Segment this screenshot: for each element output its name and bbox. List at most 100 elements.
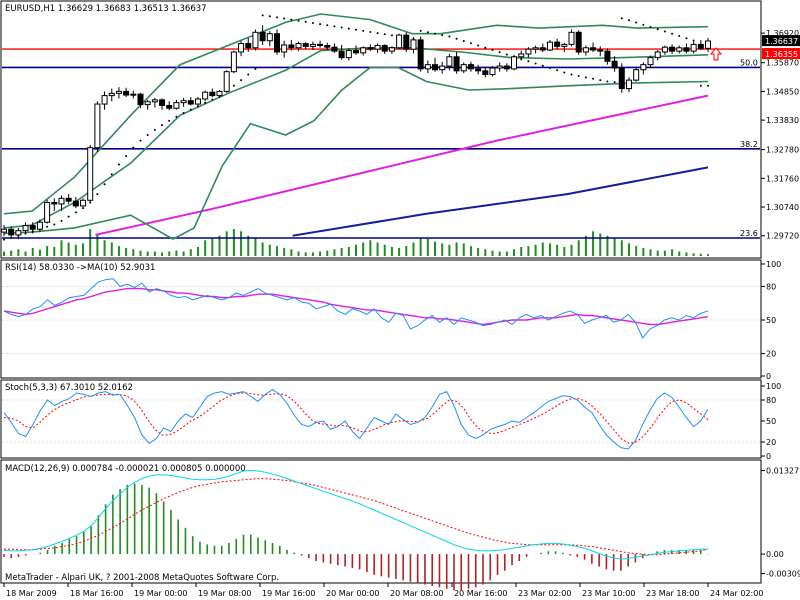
macd-plot (3, 469, 709, 591)
candle-bull (309, 43, 316, 47)
macd-panel-frame (0, 459, 762, 584)
macd-signal-line (4, 478, 709, 556)
candle-bear (331, 46, 338, 52)
rsi-panel[interactable]: RSI(14) 58.0330 ->MA(10) 52.9031 100 80 50… (0, 259, 781, 381)
psar-dot (74, 211, 77, 214)
stoch-panel-title: Stoch(5,3,3) 67.3010 52.0162 (5, 383, 133, 393)
psar-dot (656, 28, 659, 31)
candle-bear (604, 50, 611, 62)
psar-dot (96, 193, 99, 196)
macd-panel[interactable]: MACD(12,26,9) 0.000784 -0.000021 0.00080… (0, 459, 800, 591)
psar-dot (556, 69, 559, 72)
candle-bull (216, 90, 223, 97)
candle-bull (518, 53, 525, 58)
candle-bear (482, 70, 489, 75)
psar-dot (311, 22, 314, 25)
price-axis-tick-label: 1.36920 (766, 29, 799, 38)
psar-dot (426, 31, 429, 34)
psar-dot (527, 60, 530, 63)
fib-level-label: 50.0 (740, 58, 758, 67)
candle-bull (266, 33, 273, 42)
candle-bear (72, 200, 79, 207)
time-tick-label: 18 Mar 2009 (6, 589, 57, 598)
time-tick-label: 19 Mar 00:00 (134, 589, 187, 598)
candle-bull (230, 51, 237, 73)
candle-bull (223, 71, 230, 92)
psar-dot (46, 225, 49, 228)
psar-dot (240, 79, 243, 82)
macd-axis-tick-label: 0.00 (766, 550, 784, 559)
psar-dot (333, 25, 336, 28)
bb-lower-line (3, 66, 709, 241)
candle-bear (597, 49, 604, 52)
psar-dot (505, 53, 508, 56)
candle-bear (539, 47, 546, 51)
candle-bull (15, 230, 22, 236)
psar-dot (642, 23, 645, 26)
psar-dot (268, 15, 271, 18)
psar-dot (678, 34, 681, 37)
candle-bear (137, 93, 144, 106)
time-tick-label: 23 Mar 02:00 (518, 589, 571, 598)
psar-dot (275, 16, 278, 19)
candle-bull (546, 41, 553, 51)
candle-bull (396, 34, 403, 49)
psar-dot (110, 173, 113, 176)
rsi-ma-line (3, 287, 709, 326)
stoch-axis-tick-label: 100 (766, 382, 781, 391)
copyright-text: MetaTrader - Alpari UK, ? 2001-2008 Meta… (5, 573, 279, 583)
candle-bull (532, 47, 539, 50)
psar-dot (132, 146, 135, 149)
price-panel[interactable]: EURUSD,H1 1.36629 1.36683 1.36513 1.3663… (0, 0, 800, 259)
candle-bull (460, 64, 467, 72)
candle-bear (403, 34, 410, 50)
candle-bull (281, 44, 288, 53)
psar-dot (685, 37, 688, 40)
rsi-axis-tick-label: 50 (766, 316, 776, 325)
psar-dot (211, 98, 214, 101)
psar-dot (182, 112, 185, 115)
candle-bull (108, 92, 115, 97)
psar-dot (67, 215, 70, 218)
candle-bull (446, 56, 453, 67)
psar-dot (620, 17, 623, 20)
stoch-panel[interactable]: Stoch(5,3,3) 67.3010 52.0162 100 80 50 20 0 (0, 379, 781, 461)
time-axis: 18 Mar 2009 18 Mar 16:00 19 Mar 00:00 19 Ma… (3, 583, 763, 598)
psar-dot (139, 139, 142, 142)
psar-dot (484, 46, 487, 49)
candle-bull (654, 51, 661, 59)
candle-bull (36, 221, 43, 230)
time-tick-label: 23 Mar 10:00 (582, 589, 635, 598)
rsi-axis-tick-label: 100 (766, 260, 781, 269)
stoch-main-line (3, 388, 709, 450)
candle-bull (496, 65, 503, 69)
psar-dot (448, 35, 451, 38)
current-price-box (762, 35, 800, 47)
macd-axis: 0.013277 0.00 -0.00309 (761, 467, 800, 579)
candle-bear (432, 64, 439, 71)
candle-bull (511, 56, 518, 70)
candle-bear (123, 90, 130, 96)
candle-bear (65, 197, 72, 202)
psar-dot (304, 20, 307, 23)
time-tick-label: 18 Mar 16:00 (70, 589, 123, 598)
psar-dot (125, 155, 128, 158)
psar-dot (462, 40, 465, 43)
candle-bull (676, 47, 683, 52)
stoch-panel-frame (0, 379, 762, 459)
price-axis-tick-label: 1.32780 (766, 146, 799, 155)
candle-bull (144, 101, 151, 106)
candle-bear (618, 67, 625, 90)
psar-dot (548, 67, 551, 70)
candle-bear (575, 31, 582, 53)
candle-bull (202, 91, 209, 100)
candle-bear (353, 50, 359, 54)
candle-bull (690, 43, 697, 52)
candle-bear (611, 60, 618, 69)
ma-very-slow-line (292, 166, 709, 237)
candle-bull (568, 31, 575, 45)
price-axis-tick-label: 1.35870 (766, 59, 799, 68)
candle-bear (338, 50, 345, 59)
psar-dot (161, 124, 164, 127)
macd-axis-tick-label: -0.00309 (766, 570, 800, 579)
